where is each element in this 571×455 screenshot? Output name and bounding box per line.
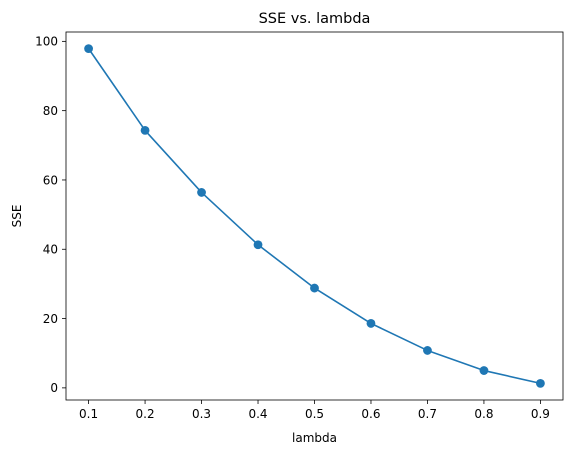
data-point <box>366 319 376 328</box>
y-tick-label: 60 <box>43 173 58 187</box>
x-tick-label: 0.1 <box>79 407 98 421</box>
y-axis-label: SSE <box>10 205 24 228</box>
data-point <box>84 44 93 54</box>
data-point <box>423 346 432 355</box>
y-tick-label: 20 <box>43 312 58 326</box>
data-point <box>197 188 206 197</box>
x-axis-label: lambda <box>292 431 337 445</box>
x-tick-label: 0.2 <box>136 407 155 421</box>
data-point <box>536 378 545 388</box>
x-tick-label: 0.7 <box>418 407 437 421</box>
data-point <box>310 283 319 293</box>
x-tick-label: 0.5 <box>305 407 324 421</box>
y-tick-label: 40 <box>43 243 58 257</box>
data-point <box>140 126 150 135</box>
x-tick-label: 0.4 <box>248 407 267 421</box>
y-tick-label: 100 <box>35 35 58 49</box>
x-tick-label: 0.8 <box>474 407 493 421</box>
x-tick-label: 0.6 <box>361 407 380 421</box>
x-tick-label: 0.3 <box>192 407 211 421</box>
y-tick-label: 80 <box>43 104 58 118</box>
plot-area: 0.1 0.2 0.3 0.4 0.5 0.6 0.7 0.8 0.9 0 20 40 60 80 100 <box>35 31 564 421</box>
data-point <box>479 366 489 375</box>
x-tick-label: 0.9 <box>531 407 550 421</box>
y-tick-label: 0 <box>50 381 58 395</box>
chart-title: SSE vs. lambda <box>259 11 371 27</box>
data-point <box>253 240 263 250</box>
